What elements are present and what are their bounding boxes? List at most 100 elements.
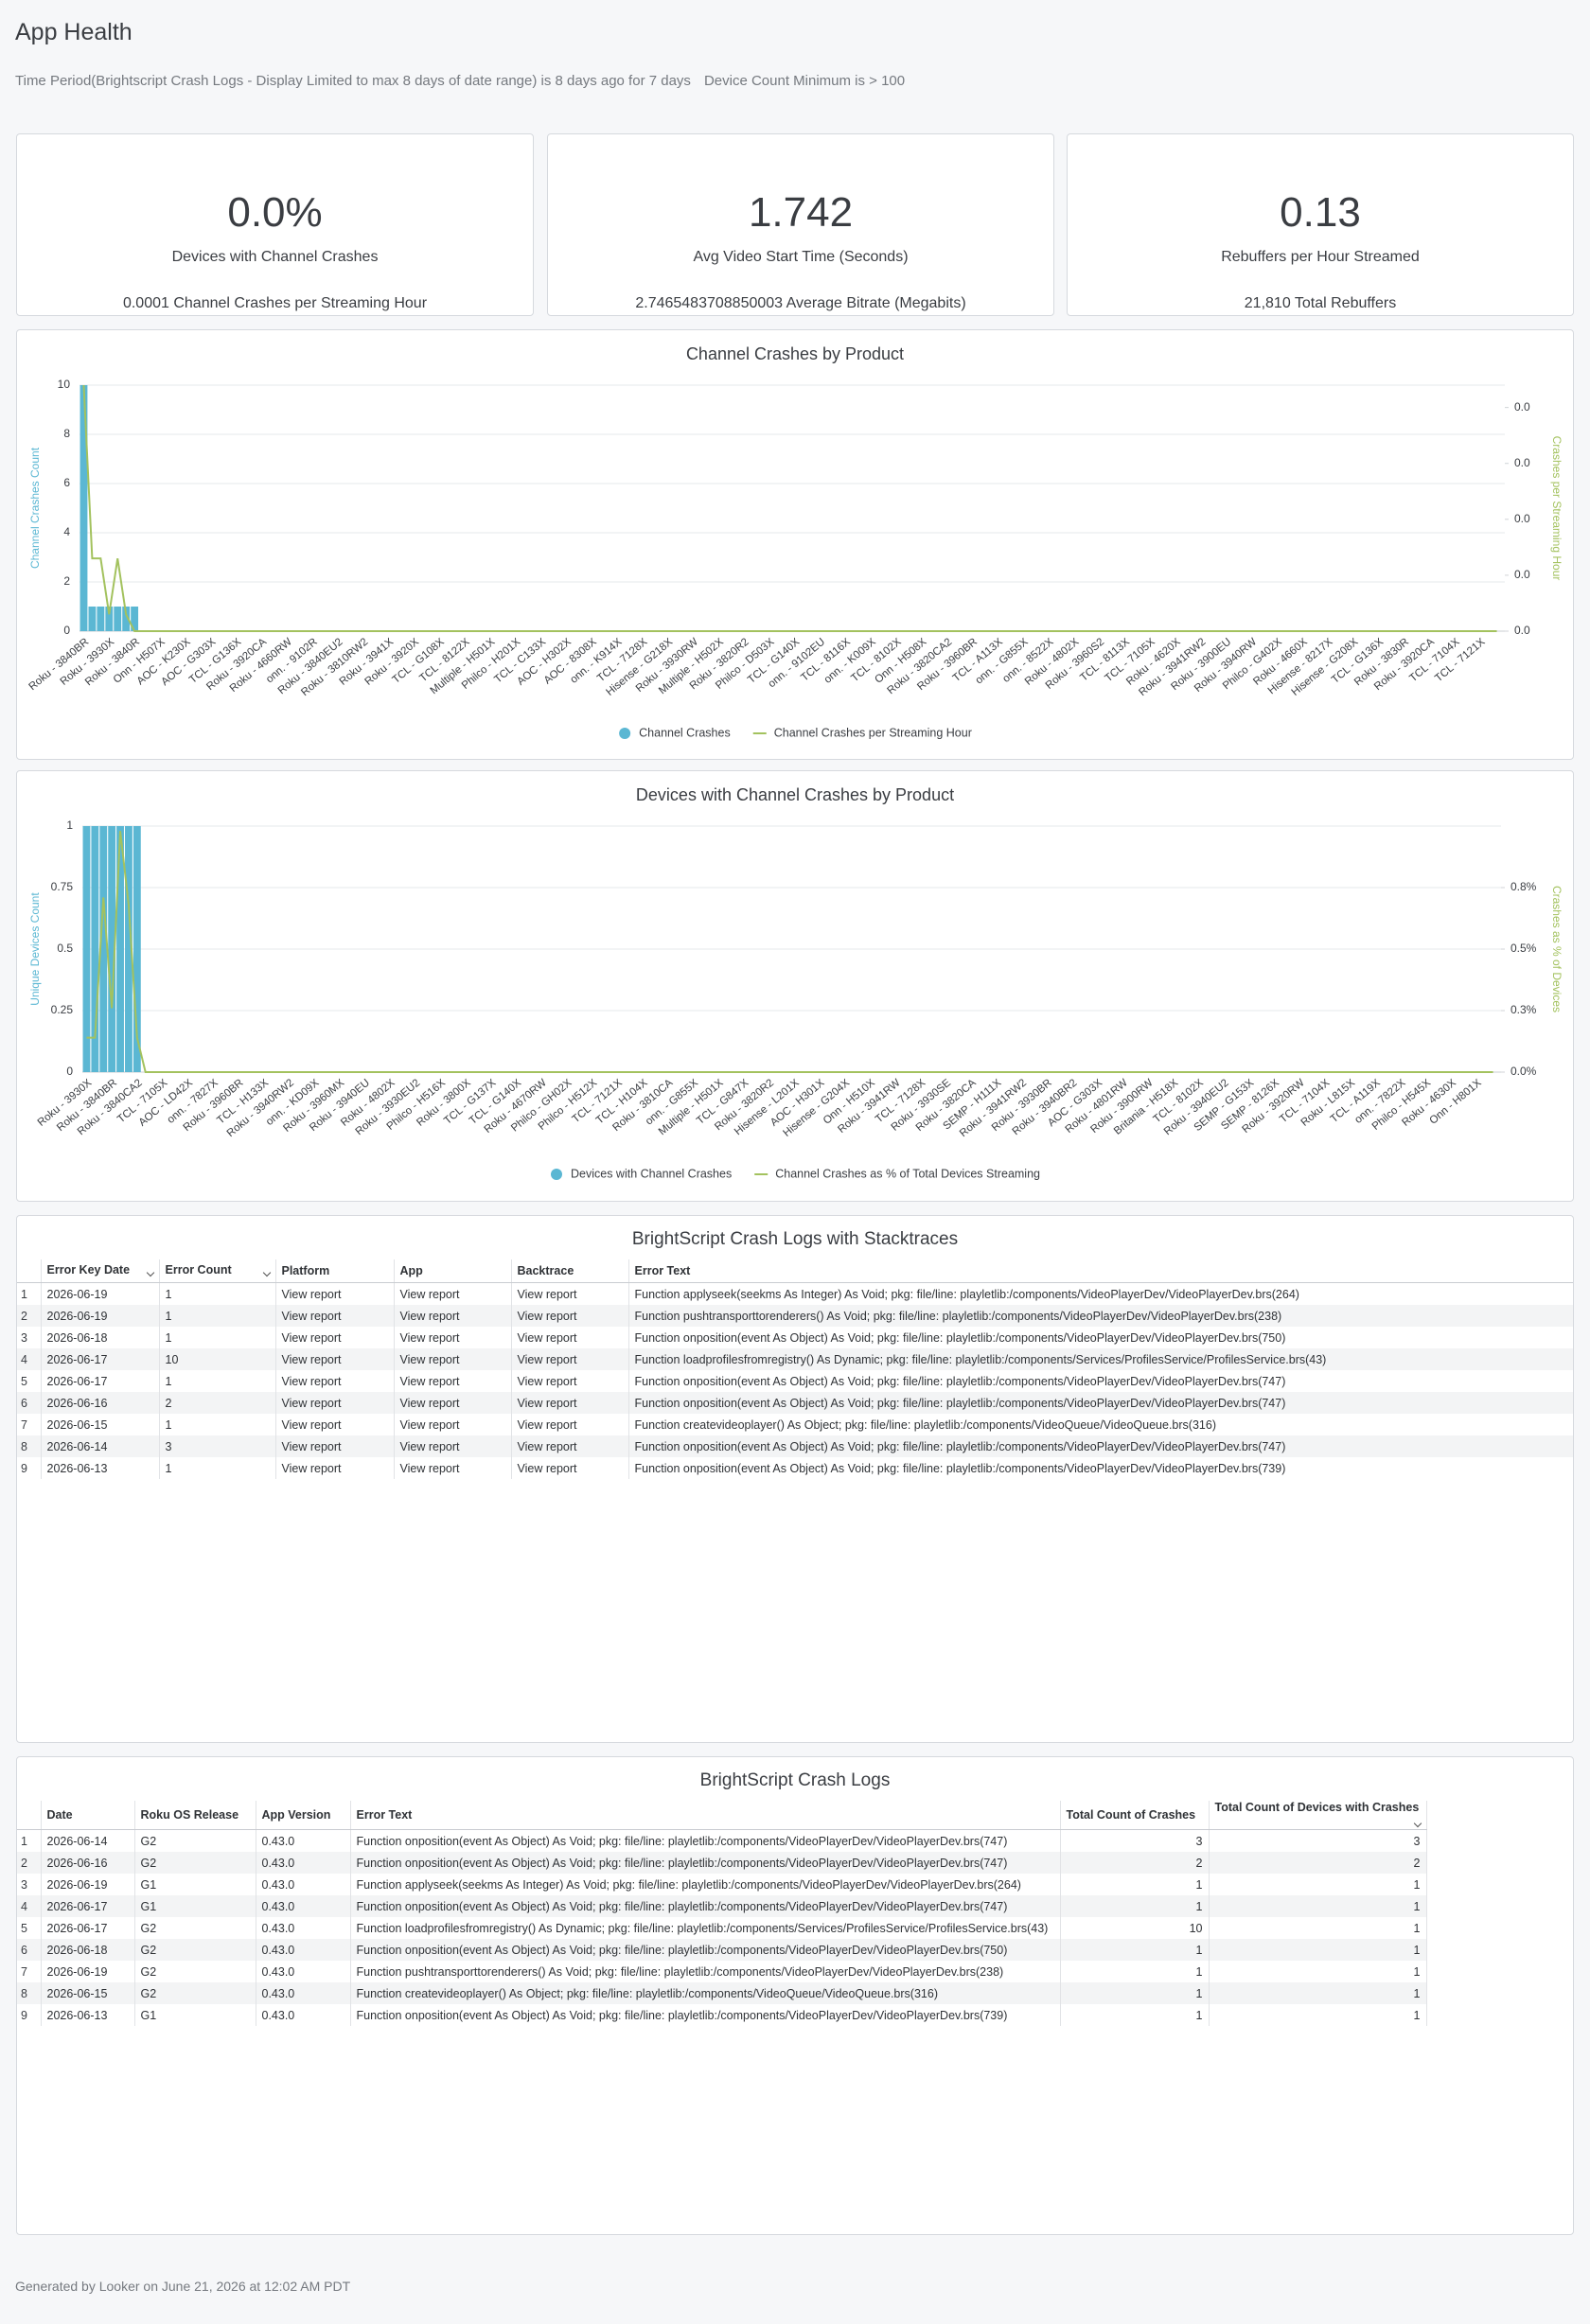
table-head: Error Key Date Error Count Platform App Back… bbox=[17, 1259, 1573, 1283]
y2-tick-label: 0.0 bbox=[1514, 512, 1530, 525]
kpi-footer: 0.0001 Channel Crashes per Streaming Hou… bbox=[122, 295, 428, 311]
table-row: 3 2026-06-19 G1 0.43.0 Function applyseek(se… bbox=[17, 1874, 1427, 1895]
column-header[interactable]: Total Count of Crashes bbox=[1060, 1801, 1210, 1830]
report-link[interactable]: View report bbox=[511, 1392, 629, 1414]
table-cell: 1 bbox=[1060, 1939, 1210, 1961]
report-link[interactable]: View report bbox=[275, 1435, 395, 1457]
report-link[interactable]: View report bbox=[394, 1435, 512, 1457]
column-header[interactable]: Error Key Date bbox=[41, 1259, 160, 1283]
report-link[interactable]: View report bbox=[511, 1457, 629, 1479]
table-cell: 2026-06-13 bbox=[41, 1457, 160, 1479]
chart-tile: Channel Crashes by Product Channel Crashe… bbox=[16, 329, 1574, 760]
report-link[interactable]: View report bbox=[275, 1370, 395, 1392]
report-link[interactable]: View report bbox=[394, 1457, 512, 1479]
report-link[interactable]: View report bbox=[275, 1282, 395, 1305]
report-link[interactable]: View report bbox=[394, 1305, 512, 1327]
row-number: 2 bbox=[17, 1305, 42, 1327]
column-header[interactable]: Roku OS Release bbox=[134, 1801, 256, 1830]
column-header[interactable]: Error Text bbox=[350, 1801, 1061, 1830]
column-header[interactable]: Error Text bbox=[628, 1259, 1573, 1283]
y2-tick-label: 0.0 bbox=[1514, 624, 1530, 637]
table-cell: 3 bbox=[1209, 1829, 1427, 1852]
column-header[interactable]: Error Count bbox=[159, 1259, 276, 1283]
table-cell: 2026-06-17 bbox=[41, 1348, 160, 1370]
report-link[interactable]: View report bbox=[275, 1392, 395, 1414]
y-axis-title: Unique Devices Count bbox=[28, 892, 42, 1006]
table-cell: 1 bbox=[1060, 1982, 1210, 2004]
report-link[interactable]: View report bbox=[275, 1348, 395, 1370]
y-tick-label: 0.5 bbox=[57, 942, 73, 955]
table-cell: 0.43.0 bbox=[256, 1829, 351, 1852]
y2-tick-label: 0.8% bbox=[1510, 880, 1537, 893]
report-link[interactable]: View report bbox=[394, 1370, 512, 1392]
table-row: 5 2026-06-17 1 View report View report View r… bbox=[17, 1370, 1573, 1392]
chart: Devices with Channel Crashes by Product U… bbox=[28, 785, 1564, 1181]
table-cell: 3 bbox=[1060, 1829, 1210, 1852]
legend-label: Channel Crashes as % of Total Devices St… bbox=[775, 1167, 1040, 1180]
table-cell: 0.43.0 bbox=[256, 1852, 351, 1874]
table-cell: 1 bbox=[1209, 1961, 1427, 1982]
column-header[interactable]: App Version bbox=[256, 1801, 351, 1830]
kpi-tile: 0.0% Devices with Channel Crashes 0.0001 C… bbox=[16, 133, 534, 316]
line bbox=[82, 384, 1497, 632]
bar bbox=[132, 826, 141, 1072]
y-tick-label: 1 bbox=[66, 819, 73, 832]
report-link[interactable]: View report bbox=[511, 1305, 629, 1327]
table-cell: 1 bbox=[1060, 1874, 1210, 1895]
report-link[interactable]: View report bbox=[275, 1457, 395, 1479]
table-cell: Function onposition(event As Object) As … bbox=[628, 1392, 1573, 1414]
report-link[interactable]: View report bbox=[511, 1435, 629, 1457]
row-number: 7 bbox=[17, 1961, 42, 1982]
report-link[interactable]: View report bbox=[275, 1414, 395, 1435]
table-cell: 2 bbox=[1060, 1852, 1210, 1874]
table-title: BrightScript Crash Logs with Stacktraces bbox=[631, 1229, 959, 1249]
row-number: 5 bbox=[17, 1370, 42, 1392]
report-link[interactable]: View report bbox=[511, 1414, 629, 1435]
table-cell: 2026-06-19 bbox=[41, 1282, 160, 1305]
table-cell: G2 bbox=[134, 1982, 256, 2004]
y-tick-label: 0.25 bbox=[51, 1003, 74, 1016]
report-link[interactable]: View report bbox=[511, 1327, 629, 1348]
report-link[interactable]: View report bbox=[394, 1392, 512, 1414]
table-row: 4 2026-06-17 10 View report View report View … bbox=[17, 1348, 1573, 1370]
footer: Generated by Looker on June 21, 2026 at … bbox=[15, 2279, 351, 2294]
y2-tick-label: 0.5% bbox=[1510, 942, 1537, 955]
report-link[interactable]: View report bbox=[511, 1348, 629, 1370]
y-tick-label: 8 bbox=[63, 427, 70, 440]
table-cell: 0.43.0 bbox=[256, 1895, 351, 1917]
y-tick-label: 0 bbox=[66, 1065, 73, 1078]
filter-summary: Time Period(Brightscript Crash Logs - Di… bbox=[15, 73, 905, 89]
kpi-footer: 21,810 Total Rebuffers bbox=[1244, 295, 1397, 311]
column-header[interactable]: App bbox=[394, 1259, 512, 1283]
row-number: 8 bbox=[17, 1982, 42, 2004]
report-link[interactable]: View report bbox=[394, 1327, 512, 1348]
y-tick-label: 10 bbox=[58, 378, 71, 391]
table-cell: 2026-06-17 bbox=[41, 1370, 160, 1392]
report-link[interactable]: View report bbox=[394, 1414, 512, 1435]
legend-symbol bbox=[551, 1169, 562, 1180]
column-header[interactable]: Platform bbox=[275, 1259, 395, 1283]
column-header[interactable]: Backtrace bbox=[511, 1259, 629, 1283]
report-link[interactable]: View report bbox=[394, 1348, 512, 1370]
chart-tile: Devices with Channel Crashes by Product U… bbox=[16, 770, 1574, 1202]
report-link[interactable]: View report bbox=[275, 1305, 395, 1327]
table-cell: 10 bbox=[159, 1348, 276, 1370]
table-body: 1 2026-06-14 G2 0.43.0 Function onposition(e… bbox=[17, 1829, 1427, 2026]
table-cell: 0.43.0 bbox=[256, 1961, 351, 1982]
report-link[interactable]: View report bbox=[511, 1282, 629, 1305]
table-cell: 0.43.0 bbox=[256, 1874, 351, 1895]
table-row: 6 2026-06-18 G2 0.43.0 Function onposition(e… bbox=[17, 1939, 1427, 1961]
y-tick-label: 0.75 bbox=[51, 880, 74, 893]
report-link[interactable]: View report bbox=[511, 1370, 629, 1392]
report-link[interactable]: View report bbox=[394, 1282, 512, 1305]
bar bbox=[105, 607, 114, 631]
chart: Channel Crashes by Product Channel Crashe… bbox=[26, 344, 1563, 740]
bar bbox=[114, 607, 122, 631]
column-header[interactable]: Date bbox=[41, 1801, 135, 1830]
table-row: 7 2026-06-15 1 View report View report View r… bbox=[17, 1414, 1573, 1435]
legend-label: Channel Crashes bbox=[639, 726, 731, 739]
column-header[interactable]: Total Count of Devices with Crashes bbox=[1209, 1801, 1427, 1830]
report-link[interactable]: View report bbox=[275, 1327, 395, 1348]
legend-symbol bbox=[619, 728, 631, 739]
